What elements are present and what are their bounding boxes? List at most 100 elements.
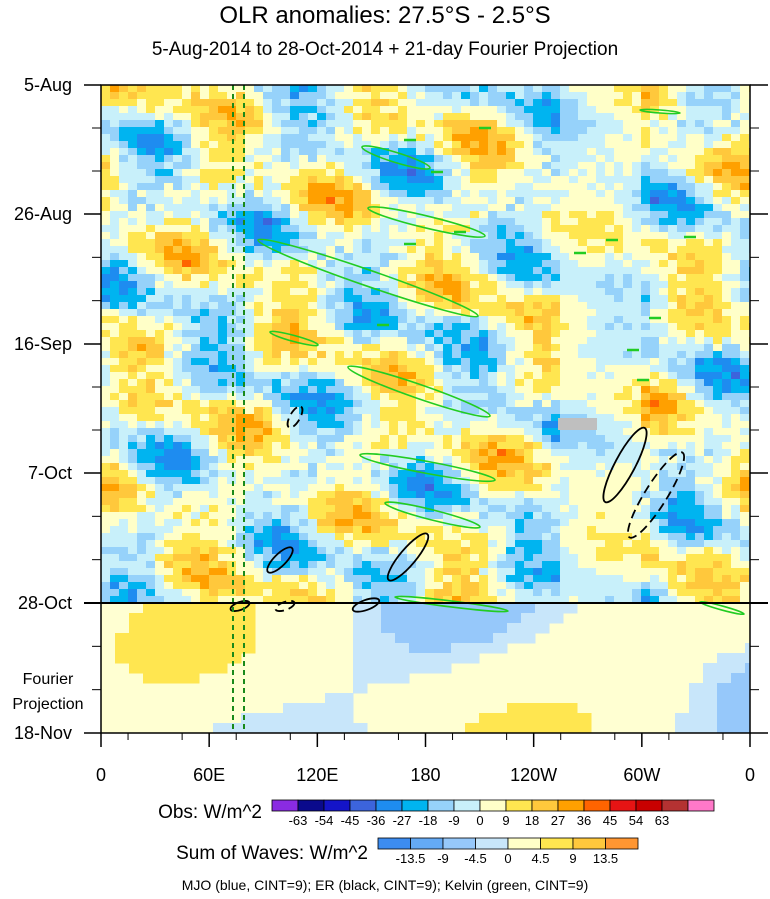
obs-cell [461, 309, 471, 317]
obs-cell [569, 176, 579, 184]
obs-cell [119, 267, 129, 275]
obs-cell [524, 470, 534, 478]
obs-cell [587, 344, 597, 352]
obs-cell [326, 260, 336, 268]
obs-cell [254, 400, 264, 408]
obs-cell [164, 505, 174, 513]
obs-cell [164, 533, 174, 541]
obs-cell [506, 302, 516, 310]
obs-cell [209, 113, 219, 121]
obs-cell [479, 253, 489, 261]
obs-cell [155, 316, 165, 324]
obs-cell [551, 148, 561, 156]
obs-cell [686, 134, 696, 142]
obs-cell [506, 351, 516, 359]
obs-cell [542, 498, 552, 506]
obs-cell [587, 533, 597, 541]
obs-cell [281, 449, 291, 457]
obs-cell [218, 267, 228, 275]
obs-cell [713, 246, 723, 254]
obs-cell [236, 463, 246, 471]
obs-cell [263, 463, 273, 471]
obs-cell [677, 330, 687, 338]
obs-cell [209, 232, 219, 240]
obs-cell [335, 442, 345, 450]
obs-cell [101, 498, 111, 506]
obs-cell [209, 337, 219, 345]
obs-cell [182, 134, 192, 142]
obs-cell [650, 232, 660, 240]
obs-cell [560, 309, 570, 317]
obs-cell [200, 176, 210, 184]
obs-cell [740, 540, 750, 548]
obs-cell [299, 127, 309, 135]
obs-cell [704, 470, 714, 478]
obs-cell [452, 260, 462, 268]
obs-cell [623, 449, 633, 457]
obs-cell [398, 323, 408, 331]
obs-cell [488, 512, 498, 520]
obs-cell [209, 365, 219, 373]
obs-cell [731, 512, 741, 520]
obs-cell [605, 169, 615, 177]
obs-cell [398, 484, 408, 492]
obs-cell [569, 295, 579, 303]
obs-cell [461, 113, 471, 121]
obs-cell [236, 267, 246, 275]
obs-cell [542, 85, 552, 93]
obs-cell [128, 414, 138, 422]
obs-cell [389, 190, 399, 198]
obs-cell [236, 351, 246, 359]
obs-cell [722, 267, 732, 275]
obs-cell [614, 470, 624, 478]
obs-cell [686, 372, 696, 380]
obs-cell [461, 169, 471, 177]
obs-cell [416, 540, 426, 548]
obs-cell [470, 358, 480, 366]
obs-cell [686, 456, 696, 464]
obs-cell [137, 533, 147, 541]
obs-cell [551, 211, 561, 219]
obs-cell [164, 85, 174, 93]
obs-cell [551, 239, 561, 247]
obs-cell [713, 491, 723, 499]
obs-cell [479, 540, 489, 548]
obs-cell [371, 239, 381, 247]
obs-cell [677, 225, 687, 233]
obs-cell [155, 218, 165, 226]
obs-cell [173, 134, 183, 142]
obs-cell [272, 484, 282, 492]
obs-cell [128, 197, 138, 205]
obs-cell [497, 435, 507, 443]
obs-cell [290, 547, 300, 555]
obs-cell [470, 421, 480, 429]
obs-cell [614, 246, 624, 254]
obs-cell [353, 386, 363, 394]
obs-cell [290, 477, 300, 485]
obs-cell [164, 435, 174, 443]
obs-cell [659, 190, 669, 198]
obs-cell [200, 225, 210, 233]
obs-cell [596, 267, 606, 275]
obs-cell [200, 288, 210, 296]
obs-cell [200, 85, 210, 93]
obs-cell [560, 498, 570, 506]
obs-cell [236, 547, 246, 555]
obs-cell [281, 176, 291, 184]
obs-cell [362, 547, 372, 555]
obs-cell [587, 442, 597, 450]
obs-cell [551, 281, 561, 289]
obs-cell [173, 393, 183, 401]
obs-cell [668, 421, 678, 429]
obs-cell [290, 316, 300, 324]
obs-cell [200, 540, 210, 548]
obs-cell [308, 442, 318, 450]
obs-cell [110, 484, 120, 492]
obs-cell [200, 99, 210, 107]
obs-cell [569, 218, 579, 226]
obs-cell [173, 519, 183, 527]
obs-cell [713, 253, 723, 261]
obs-cell [362, 127, 372, 135]
obs-cell [542, 141, 552, 149]
obs-cell [578, 379, 588, 387]
